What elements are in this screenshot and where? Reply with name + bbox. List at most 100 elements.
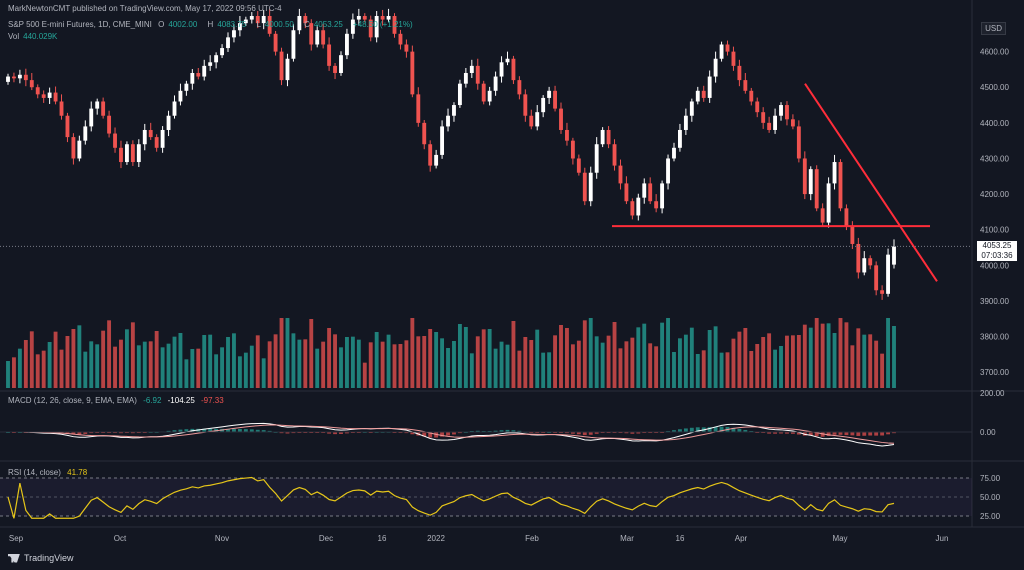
candle-body [868,258,873,266]
volume-bar [892,326,896,388]
macd-histogram-bar [119,432,123,434]
candle-body [279,51,284,81]
macd-histogram-bar [237,428,242,432]
volume-bar [232,333,236,388]
macd-label: MACD (12, 26, close, 9, EMA, EMA) [8,396,137,405]
volume-bar [880,353,885,388]
candle-body [565,129,569,141]
candle-body [523,94,528,116]
price-tick-label: 3800.00 [980,333,1009,342]
volume-bar [6,361,10,388]
macd-histogram-bar [517,430,522,432]
candle-body [184,83,189,91]
last-price: 4053.25 [982,241,1012,250]
candle-body [71,137,76,159]
macd-histogram-bar [880,432,885,436]
macd-histogram-bar [345,432,349,434]
candle-body [541,97,546,113]
candle-body [576,158,581,173]
macd-histogram-bar [737,428,742,432]
low-value: 4000.50 [264,20,294,29]
candle-body [416,94,421,123]
macd-header: MACD (12, 26, close, 9, EMA, EMA) -6.92 … [8,396,228,405]
volume-bar [487,329,492,388]
macd-histogram-bar [208,428,213,432]
candle-body [689,101,694,116]
candle-body [398,33,403,45]
candle-body [220,48,224,56]
footer[interactable]: TradingView [8,553,74,563]
volume-bar [196,348,201,388]
volume-bar [481,329,486,388]
price-tick-label: 4600.00 [980,48,1009,57]
volume-bar [345,337,349,388]
macd-histogram-bar [130,432,135,434]
macd-histogram-bar [285,432,290,434]
symbol-header: S&P 500 E-mini Futures, 1D, CME_MINI O 40… [8,20,417,29]
candle-body [255,16,260,24]
macd-histogram-bar [452,432,456,435]
volume-bar [380,341,385,388]
symbol-name: S&P 500 E-mini Futures, 1D, CME_MINI [8,20,152,29]
macd-histogram-bar [814,432,819,437]
candle-body [850,226,855,244]
macd-histogram-bar [261,430,266,432]
candle-body [672,147,676,159]
candle-body [725,44,730,52]
candle-body [309,23,314,45]
macd-histogram-bar [672,430,676,432]
candle-body [683,115,688,130]
candle-body [83,126,88,141]
macd-histogram-bar [184,429,189,432]
volume-bar [285,318,290,388]
footer-brand: TradingView [24,553,74,563]
volume-bar [535,329,540,388]
macd-histogram-bar [202,428,207,432]
volume-bar [249,345,254,388]
volume-bar [428,329,433,388]
time-axis-label: Mar [620,534,634,543]
volume-bar [392,344,397,388]
volume-bar [565,328,569,388]
candle-body [315,30,320,45]
macd-histogram-bar [475,430,480,432]
volume-bar [333,334,337,388]
macd-histogram-bar [874,432,879,436]
candle-body [261,16,266,24]
volume-bar [749,351,754,388]
candle-body [820,208,825,223]
rsi-label: RSI (14, close) [8,468,61,477]
volume-bar [457,324,462,388]
macd-histogram-bar [844,432,849,436]
candle-body [226,37,230,49]
macd-histogram-bar [576,432,581,435]
candle-body [624,183,629,202]
rsi-tick-label: 50.00 [980,493,1001,502]
volume-bar [362,362,367,388]
candle-body [559,108,563,130]
candle-body [41,94,46,98]
macd-histogram-bar [892,432,896,434]
macd-histogram-bar [511,430,516,432]
volume-bar [83,351,88,388]
macd-histogram-bar [850,432,855,436]
candle-body [457,83,462,106]
currency-badge[interactable]: USD [981,22,1006,35]
macd-histogram-bar [630,432,635,434]
macd-histogram-bar [327,432,332,434]
candle-body [636,197,641,216]
candle-body [660,183,665,209]
volume-bar [731,338,736,388]
volume-bar [154,331,159,388]
rsi-header: RSI (14, close) 41.78 [8,468,91,477]
macd-histogram-bar [689,427,694,432]
time-axis-label: Sep [9,534,24,543]
volume-bar [594,336,599,388]
candle-body [535,112,540,127]
volume-bar [737,331,742,388]
candle-body [178,90,183,102]
candle-body [743,80,748,91]
volume-bar [202,335,207,388]
macd-histogram-bar [65,432,70,434]
